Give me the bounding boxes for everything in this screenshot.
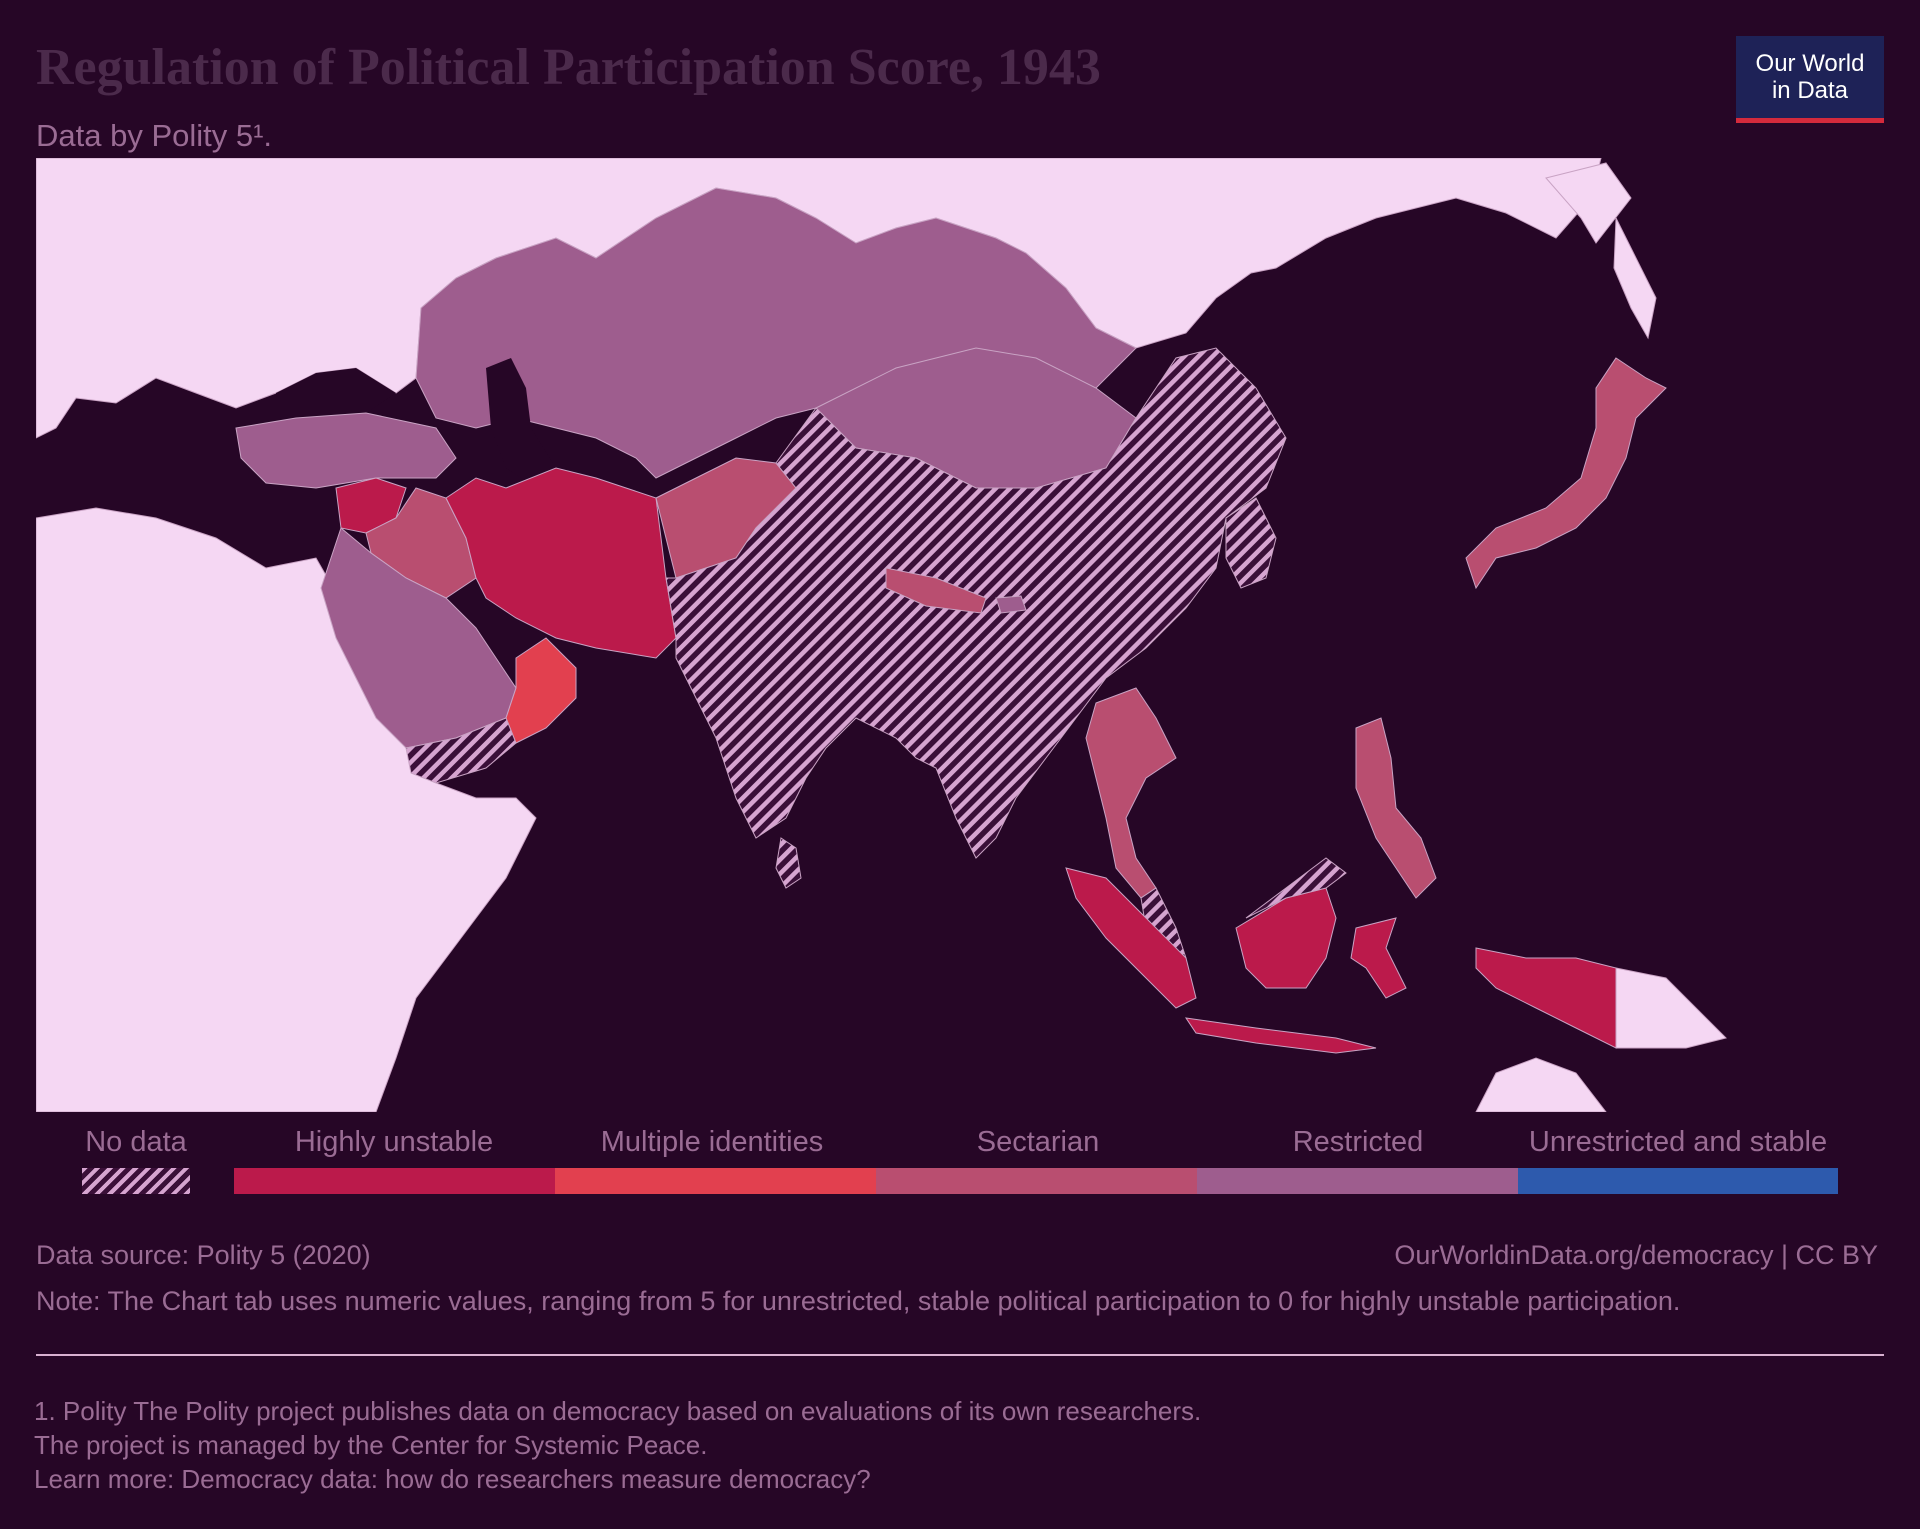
chart-title: Regulation of Political Participation Sc… — [36, 39, 1101, 96]
region-turkey[interactable] — [235, 412, 457, 489]
region-sri-lanka[interactable] — [775, 837, 802, 889]
divider — [36, 1354, 1884, 1356]
region-indonesia-sulawesi[interactable] — [1350, 917, 1407, 999]
region-yemen[interactable] — [405, 717, 517, 784]
black-sea — [276, 368, 396, 418]
region-bhutan[interactable] — [995, 595, 1027, 614]
logo-line-1: Our World — [1755, 50, 1865, 77]
logo-line-2: in Data — [1771, 77, 1849, 104]
legend-label-no-data: No data — [85, 1126, 187, 1158]
region-kamchatka[interactable] — [1545, 162, 1632, 244]
region-philippines[interactable] — [1355, 717, 1437, 899]
footnote-2: The project is managed by the Center for… — [34, 1430, 708, 1460]
region-africa[interactable] — [36, 507, 537, 1112]
legend-label-unrestricted-and-stable: Unrestricted and stable — [1528, 1126, 1828, 1158]
legend: No data Highly unstable Multiple identit… — [0, 1118, 1920, 1198]
legend-swatch-unrestricted-and-stable[interactable] — [1518, 1168, 1838, 1194]
legend-label-multiple-identities: Multiple identities — [600, 1126, 824, 1158]
map-svg — [36, 158, 1880, 1112]
legend-label-restricted: Restricted — [1292, 1126, 1424, 1158]
legend-label-highly-unstable: Highly unstable — [294, 1126, 494, 1158]
region-nepal[interactable] — [885, 567, 987, 614]
footnote-learn-more[interactable]: Learn more: Democracy data: how do resea… — [34, 1464, 871, 1494]
legend-swatch-no-data[interactable] — [82, 1168, 190, 1194]
legend-swatch-restricted[interactable] — [1197, 1168, 1518, 1194]
region-thailand[interactable] — [1085, 687, 1177, 899]
region-korea[interactable] — [1225, 497, 1277, 589]
region-indonesia-java[interactable] — [1184, 1017, 1377, 1054]
owid-logo[interactable]: Our World in Data — [1736, 36, 1884, 123]
map-area[interactable] — [36, 158, 1880, 1112]
region-australia[interactable] — [1475, 1057, 1607, 1112]
region-iran[interactable] — [445, 467, 677, 659]
region-indonesia-sumatra[interactable] — [1065, 867, 1197, 1009]
chart-subtitle: Data by Polity 5¹. — [36, 118, 273, 153]
region-north-borneo[interactable] — [1245, 857, 1347, 919]
chart-note: Note: The Chart tab uses numeric values,… — [36, 1286, 1681, 1316]
legend-swatch-multiple-identities[interactable] — [555, 1168, 876, 1194]
data-source: Data source: Polity 5 (2020) — [36, 1240, 371, 1270]
legend-label-sectarian: Sectarian — [976, 1126, 1100, 1158]
caspian-sea — [486, 358, 556, 488]
footnote-1: 1. Polity The Polity project publishes d… — [34, 1396, 1202, 1426]
legend-swatch-sectarian[interactable] — [876, 1168, 1197, 1194]
credit-link[interactable]: OurWorldinData.org/democracy | CC BY — [1394, 1240, 1878, 1270]
legend-swatch-highly-unstable[interactable] — [234, 1168, 555, 1194]
region-png[interactable] — [1615, 967, 1727, 1049]
region-oman[interactable] — [505, 637, 577, 744]
region-japan[interactable] — [1465, 357, 1667, 590]
region-indonesia-new-guinea[interactable] — [1475, 947, 1617, 1049]
region-sakhalin[interactable] — [1613, 217, 1657, 340]
